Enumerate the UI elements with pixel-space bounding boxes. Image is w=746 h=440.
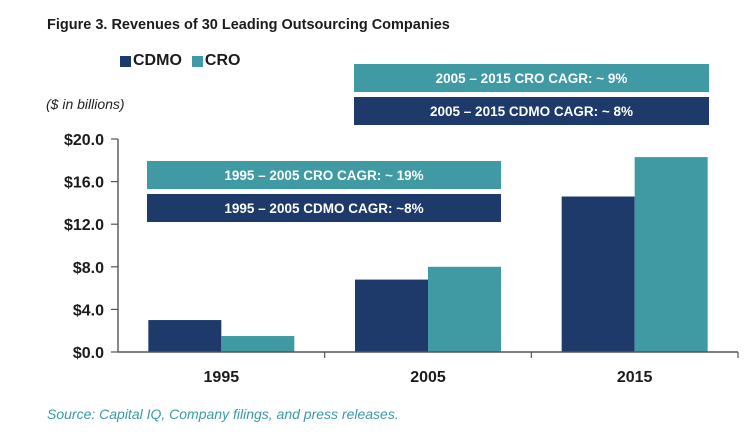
figure-title: Figure 3. Revenues of 30 Leading Outsour…	[47, 17, 450, 33]
y-tick-label: $20.0	[64, 132, 104, 149]
legend-item-cdmo: CDMO	[120, 52, 182, 70]
units-label: ($ in billions)	[46, 96, 125, 112]
bar-cro-2015	[634, 157, 708, 352]
legend-swatch-cdmo	[120, 55, 131, 67]
y-tick-label: $4.0	[73, 302, 104, 319]
y-tick-label: $0.0	[73, 345, 104, 362]
y-tick-label: $12.0	[64, 217, 104, 234]
legend-item-cro: CRO	[191, 52, 241, 70]
annotation-cdmo-1995-2005: 1995 – 2005 CDMO CAGR: ~8%	[147, 194, 501, 222]
x-tick-label: 2015	[617, 369, 653, 386]
bar-cro-1995	[221, 336, 295, 352]
bar-cdmo-2015	[561, 196, 635, 352]
bar-cro-2005	[428, 266, 501, 352]
y-tick-label: $16.0	[64, 175, 104, 192]
legend-label-cro: CRO	[204, 52, 241, 69]
y-tick-label: $8.0	[73, 260, 104, 277]
annotation-cdmo-2005-2015: 2005 – 2015 CDMO CAGR: ~ 8%	[354, 97, 709, 125]
legend: CDMO CRO	[120, 52, 240, 70]
bar-cdmo-1995	[148, 320, 222, 352]
legend-swatch-cro	[191, 55, 203, 67]
source-note: Source: Capital IQ, Company filings, and…	[47, 406, 399, 422]
x-tick-label: 1995	[204, 369, 240, 386]
bar-cdmo-2005	[355, 279, 428, 352]
legend-label-cdmo: CDMO	[133, 52, 182, 69]
annotation-cro-1995-2005: 1995 – 2005 CRO CAGR: ~ 19%	[147, 161, 501, 189]
x-tick-label: 2005	[410, 369, 446, 386]
annotation-cro-2005-2015: 2005 – 2015 CRO CAGR: ~ 9%	[354, 64, 709, 92]
